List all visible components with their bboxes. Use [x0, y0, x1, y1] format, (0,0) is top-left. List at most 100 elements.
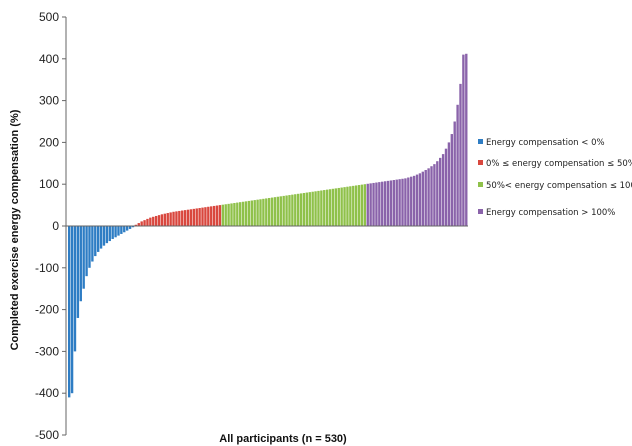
bar-series-2	[218, 205, 222, 226]
bar-series-3	[268, 197, 271, 226]
legend-swatch	[478, 139, 483, 144]
bar-series-1	[88, 226, 91, 268]
bar-series-3	[239, 202, 242, 226]
bar-series-2	[154, 215, 158, 226]
bar-series-4	[447, 142, 451, 226]
bar-series-2	[172, 211, 175, 226]
bar-series-2	[195, 208, 198, 226]
bar-series-2	[192, 208, 196, 226]
bar-series-3	[285, 195, 288, 226]
bar-series-3	[352, 185, 355, 226]
bar-series-4	[366, 183, 369, 226]
bar-series-1	[76, 226, 80, 318]
bar-series-2	[163, 213, 167, 226]
y-tick-label: 400	[39, 52, 59, 66]
y-tick-label: -100	[35, 261, 59, 275]
bar-series-2	[175, 211, 178, 226]
bar-series-4	[462, 54, 465, 227]
bar-series-4	[401, 178, 404, 226]
bar-series-2	[181, 210, 184, 226]
bar-series-4	[392, 180, 396, 226]
bar-series-3	[265, 198, 268, 226]
bar-series-2	[215, 205, 219, 226]
bar-series-4	[433, 164, 436, 226]
bar-series-2	[198, 208, 201, 226]
bar-series-2	[143, 220, 146, 226]
bar-series-2	[210, 206, 213, 226]
legend: Energy compensation < 0% 0% ≤ energy comp…	[478, 138, 632, 218]
legend-label: Energy compensation > 100%	[486, 208, 615, 218]
bar-series-2	[137, 223, 140, 226]
bar-series-3	[250, 200, 253, 226]
bar-series-3	[236, 202, 239, 226]
bar-series-4	[404, 178, 407, 226]
bar-series-4	[439, 157, 442, 226]
bar-series-1	[114, 226, 117, 238]
bar-series-3	[299, 193, 303, 226]
bar-series-3	[325, 189, 329, 226]
bars-group	[68, 53, 468, 398]
y-tick-label: -200	[35, 303, 59, 317]
legend-swatch	[478, 160, 483, 165]
bar-series-2	[178, 210, 181, 226]
y-tick-label: -400	[35, 386, 59, 400]
y-tick-label: 0	[52, 219, 59, 233]
bar-series-4	[369, 183, 372, 226]
bar-series-1	[102, 226, 106, 246]
bar-series-2	[134, 224, 138, 226]
bar-series-3	[241, 201, 245, 226]
bar-series-1	[91, 226, 94, 262]
bar-series-1	[111, 226, 114, 239]
bar-series-3	[247, 200, 251, 226]
bar-series-4	[456, 104, 459, 226]
bar-series-3	[343, 187, 346, 226]
bar-series-4	[383, 181, 387, 226]
bar-series-1	[128, 226, 132, 229]
bar-series-3	[270, 197, 274, 226]
bar-series-1	[68, 226, 71, 398]
bar-series-3	[282, 195, 285, 226]
bar-series-4	[407, 177, 410, 226]
bar-series-3	[224, 204, 227, 226]
bar-series-2	[204, 207, 207, 226]
bar-series-3	[349, 186, 352, 226]
y-tick-label: 500	[39, 10, 59, 24]
bar-series-3	[323, 190, 326, 226]
bar-series-2	[149, 217, 152, 226]
y-axis-title: Completed exercise energy compensation (…	[9, 109, 21, 350]
y-tick-label: -500	[35, 428, 59, 442]
bar-series-4	[378, 182, 381, 226]
bar-series-3	[302, 192, 306, 226]
y-ticks: 500 400 300 200 100 0 -100 -200 -300 -400 -500	[35, 10, 66, 442]
bar-series-1	[123, 226, 126, 233]
bar-series-3	[360, 184, 364, 226]
bar-series-4	[430, 166, 433, 226]
bar-series-4	[410, 176, 413, 226]
y-tick-label: 300	[39, 94, 59, 108]
bar-series-3	[363, 184, 367, 226]
bar-series-2	[157, 215, 161, 226]
bar-series-4	[424, 169, 427, 226]
bar-series-1	[94, 226, 97, 257]
bar-series-3	[334, 188, 338, 226]
bar-series-4	[398, 179, 401, 226]
bar-series-2	[186, 209, 190, 226]
bar-series-4	[386, 180, 390, 226]
bar-series-3	[256, 199, 259, 226]
bar-series-4	[415, 174, 419, 226]
bar-series-1	[73, 226, 77, 352]
bar-series-3	[346, 186, 349, 226]
bar-series-4	[381, 181, 384, 226]
legend-label: 0% ≤ energy compensation ≤ 50%	[486, 159, 632, 169]
bar-series-3	[276, 196, 280, 226]
bar-series-3	[227, 203, 230, 226]
bar-series-1	[79, 226, 82, 302]
bar-series-4	[450, 134, 453, 226]
bar-series-3	[259, 199, 262, 226]
bar-series-4	[372, 182, 375, 226]
y-tick-label: 200	[39, 135, 59, 149]
bar-series-3	[308, 192, 311, 226]
bar-series-1	[131, 226, 135, 228]
bar-series-1	[70, 226, 74, 394]
bar-series-4	[389, 180, 393, 226]
